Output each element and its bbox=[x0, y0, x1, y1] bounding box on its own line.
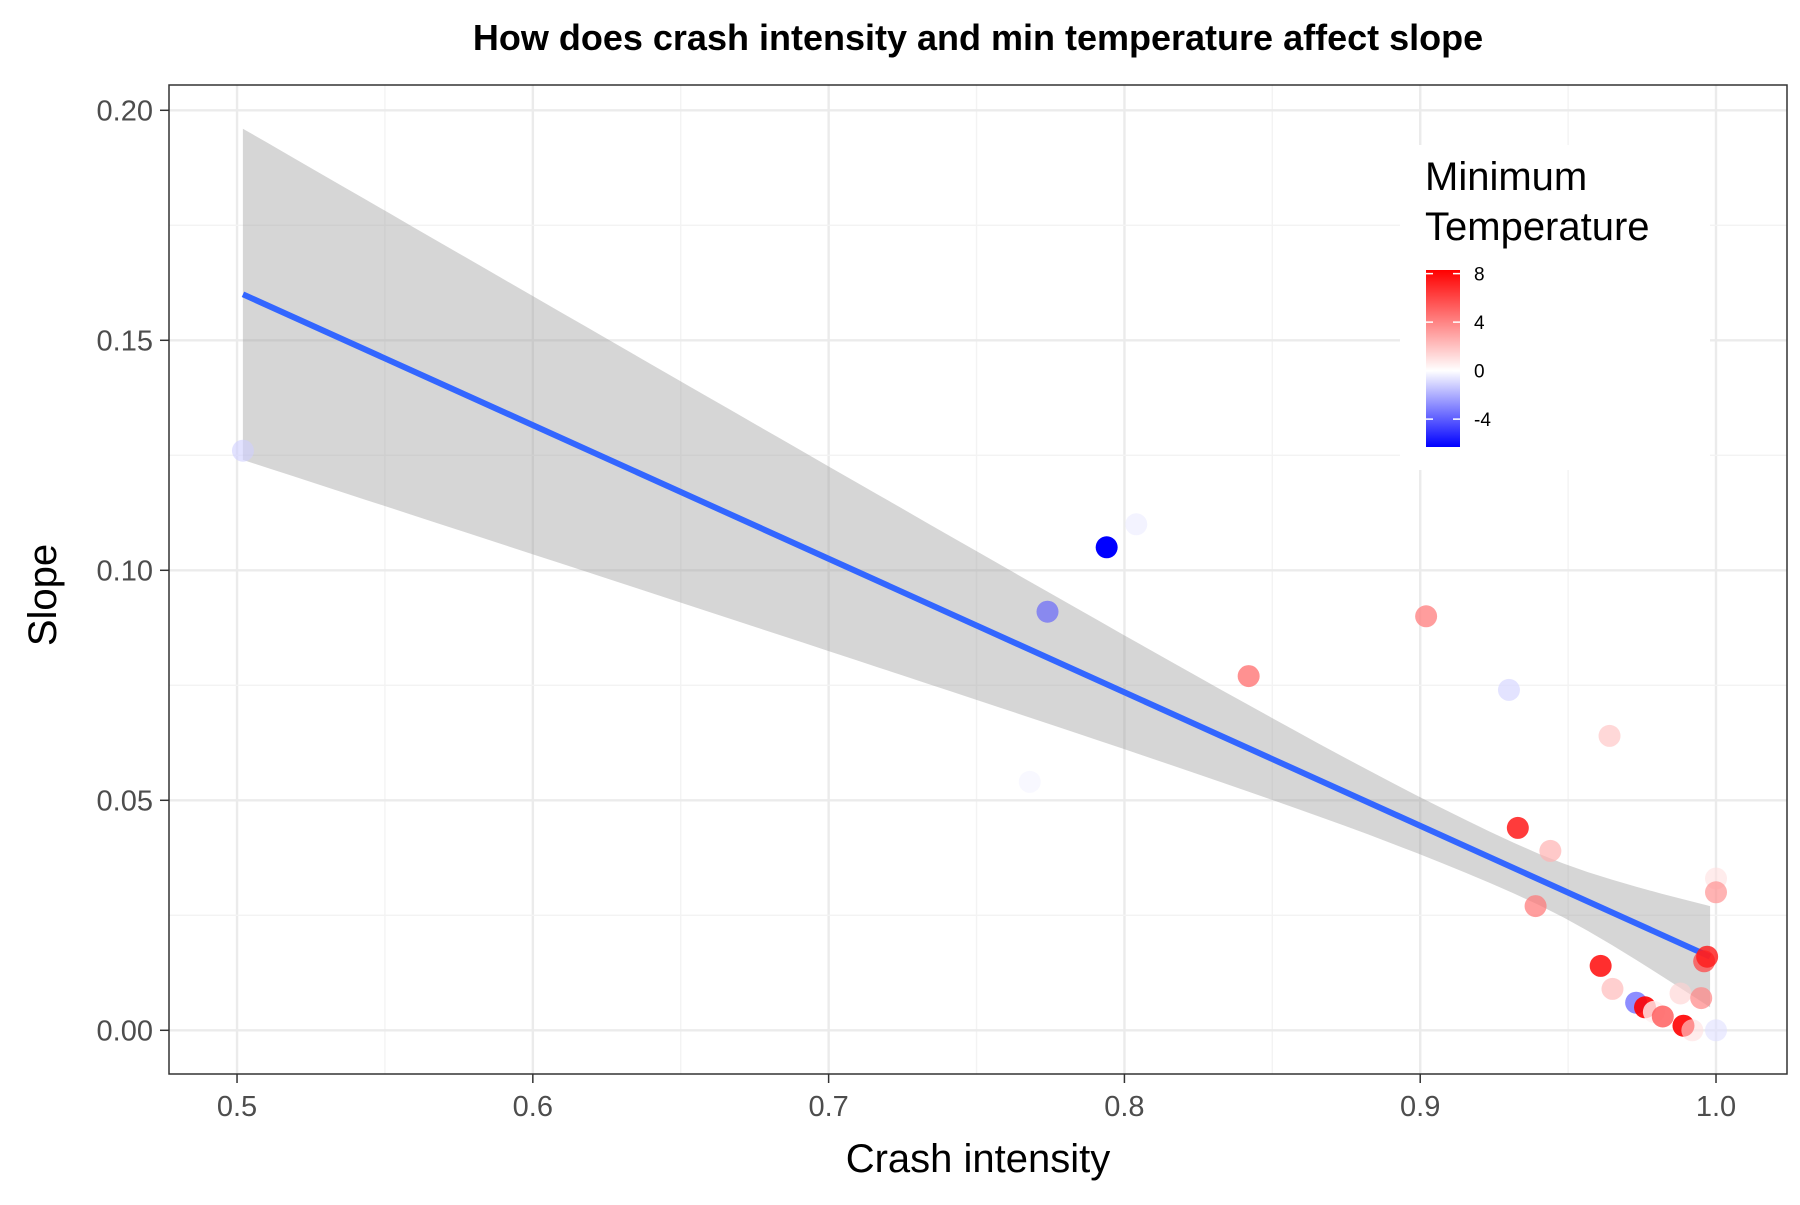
data-point bbox=[231, 439, 254, 462]
confidence-band bbox=[242, 128, 1711, 1008]
x-tick-label: 0.6 bbox=[513, 1091, 553, 1123]
data-point bbox=[1669, 982, 1692, 1005]
y-tick-label: 0.20 bbox=[97, 95, 153, 127]
chart-title: How does crash intensity and min tempera… bbox=[473, 17, 1483, 58]
data-point bbox=[1524, 895, 1547, 918]
data-point bbox=[1651, 1005, 1674, 1028]
x-tick-label: 0.8 bbox=[1104, 1091, 1144, 1123]
color-legend: Minimum Temperature 8 4 0 -4 bbox=[1400, 145, 1710, 470]
data-point bbox=[1539, 839, 1562, 862]
legend-tick-label: 8 bbox=[1474, 265, 1485, 286]
data-point bbox=[1036, 600, 1059, 623]
y-tick-label: 0.05 bbox=[97, 785, 153, 817]
y-tick-label: 0.15 bbox=[97, 325, 153, 357]
regression-line bbox=[241, 291, 1712, 960]
data-point bbox=[1598, 724, 1621, 747]
data-point bbox=[1125, 513, 1148, 536]
x-tick-label: 0.5 bbox=[217, 1091, 257, 1123]
x-axis-label: Crash intensity bbox=[846, 1137, 1111, 1181]
points-layer bbox=[231, 439, 1728, 1042]
y-axis-label: Slope bbox=[21, 544, 65, 646]
legend-title-line-2: Temperature bbox=[1425, 205, 1650, 249]
legend-tick-label: -4 bbox=[1474, 410, 1491, 431]
data-point bbox=[1690, 987, 1713, 1010]
y-tick-label: 0.00 bbox=[97, 1015, 153, 1047]
data-point bbox=[1415, 605, 1438, 628]
data-point bbox=[1497, 678, 1520, 701]
data-point bbox=[1705, 881, 1728, 904]
data-point bbox=[1601, 977, 1624, 1000]
fit-line-layer bbox=[241, 291, 1712, 960]
data-point bbox=[1681, 1019, 1704, 1042]
x-tick-label: 0.9 bbox=[1400, 1091, 1440, 1123]
legend-ticks: 8 4 0 -4 bbox=[1426, 265, 1491, 431]
legend-title-line-1: Minimum bbox=[1425, 155, 1587, 199]
confidence-band-layer bbox=[242, 128, 1711, 1008]
panel-border bbox=[168, 84, 1788, 1075]
x-tick-label: 0.7 bbox=[808, 1091, 848, 1123]
legend-tick-label: 4 bbox=[1474, 313, 1485, 334]
x-tick-label: 1.0 bbox=[1696, 1091, 1736, 1123]
y-tick-label: 0.10 bbox=[97, 555, 153, 587]
data-point bbox=[1237, 665, 1260, 688]
axes-layer: 0.5 0.6 0.7 0.8 0.9 1.0 0.00 0.05 0.10 0.15 0.20 bbox=[97, 95, 1737, 1123]
data-point bbox=[1095, 536, 1118, 559]
data-point bbox=[1506, 816, 1529, 839]
data-point bbox=[1696, 945, 1719, 968]
grid-layer bbox=[169, 85, 1787, 1074]
data-point bbox=[1705, 1019, 1728, 1042]
data-point bbox=[1589, 954, 1612, 977]
legend-colorbar bbox=[1426, 270, 1460, 447]
legend-tick-label: 0 bbox=[1474, 362, 1485, 383]
data-point bbox=[1018, 770, 1041, 793]
